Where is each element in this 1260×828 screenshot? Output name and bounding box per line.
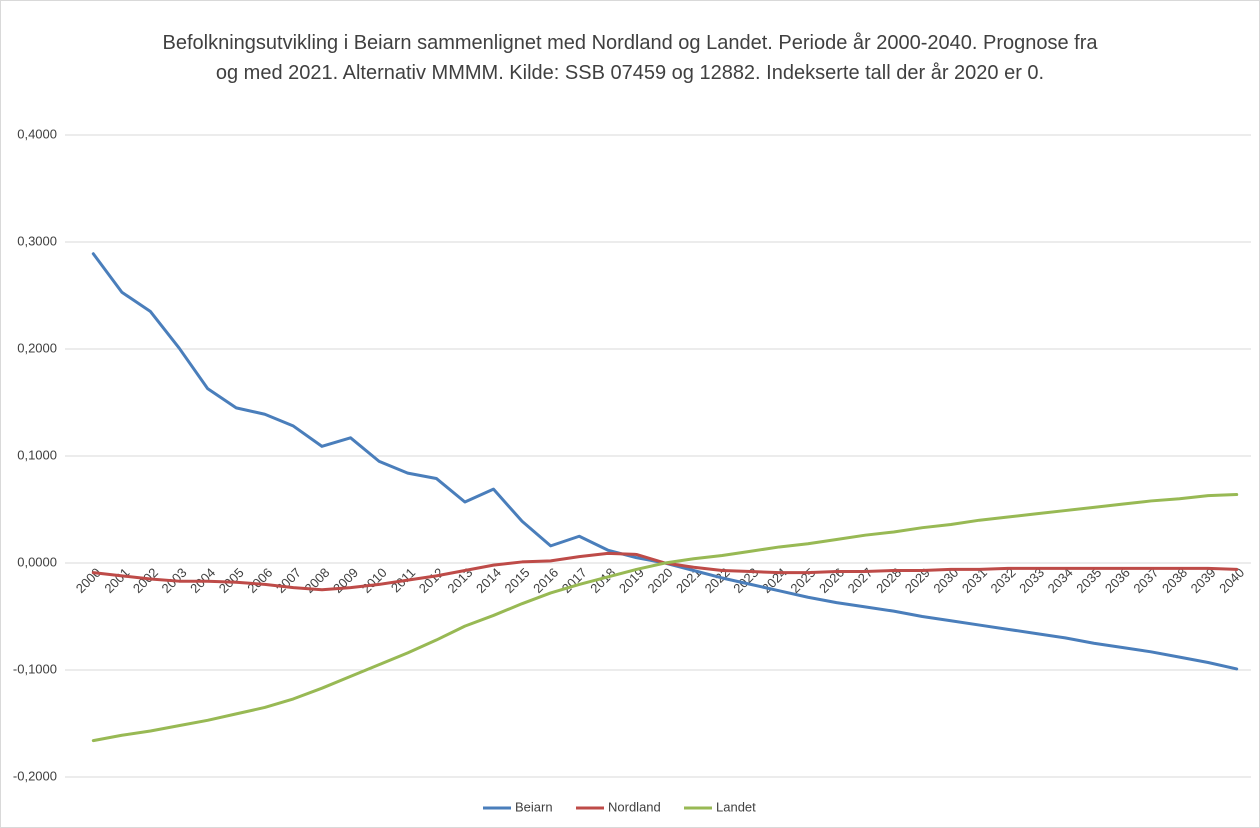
y-tick-label: 0,2000 [17,340,57,355]
y-tick-label: 0,4000 [17,126,57,141]
y-tick-label: 0,3000 [17,233,57,248]
y-tick-label: 0,1000 [17,447,57,462]
y-tick-label: 0,0000 [17,554,57,569]
legend-label: Landet [716,799,756,814]
y-tick-label: -0,2000 [13,768,57,783]
chart-title: Befolkningsutvikling i Beiarn sammenlign… [162,32,1098,84]
series-line [91,493,1239,743]
legend-label: Nordland [608,799,661,814]
y-tick-label: -0,1000 [13,661,57,676]
legend-label: Beiarn [515,799,553,814]
